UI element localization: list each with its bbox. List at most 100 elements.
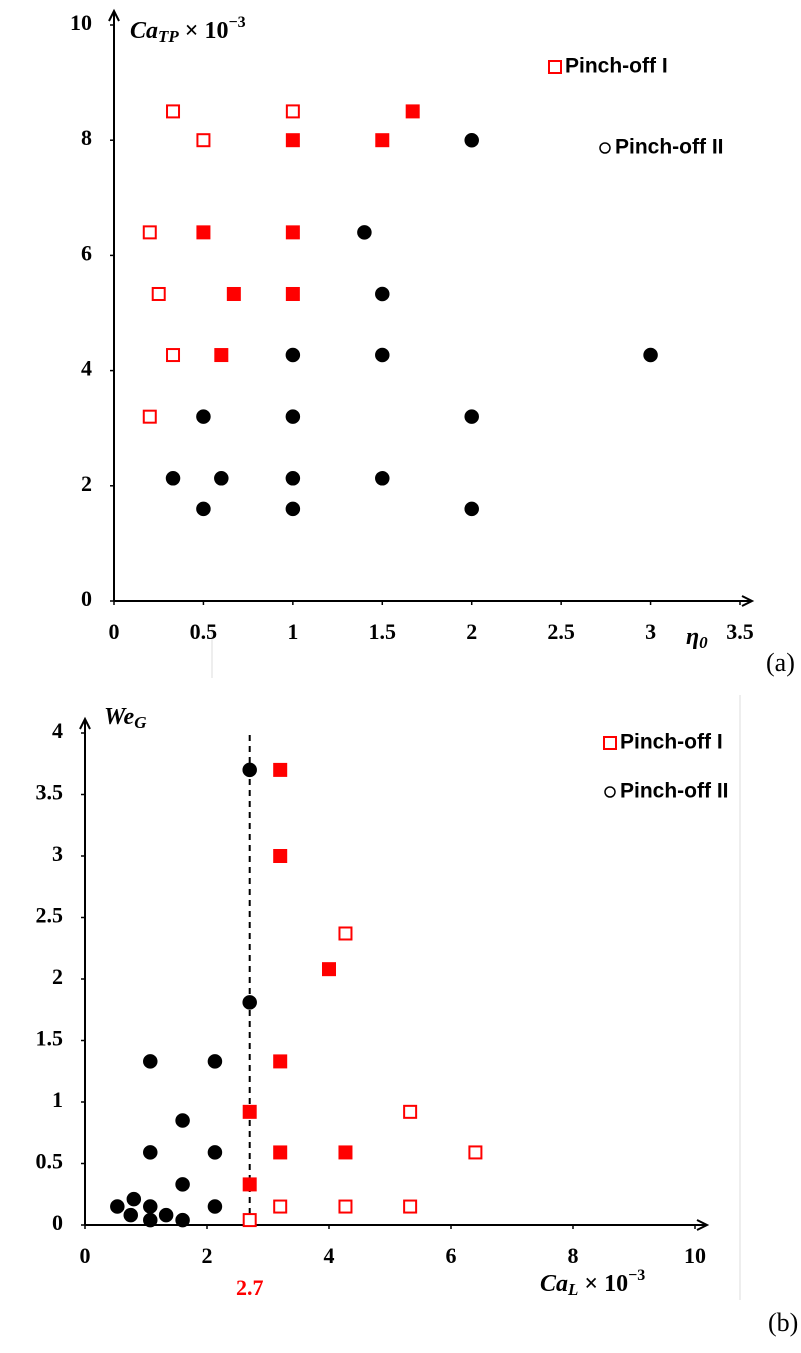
axis-label: η0 <box>686 624 708 652</box>
x-tick-label: 3 <box>645 619 656 644</box>
data-point <box>214 471 229 486</box>
axis-label-main: Ca <box>540 1271 568 1297</box>
y-tick-label: 0.5 <box>36 1149 64 1174</box>
data-point <box>357 225 372 240</box>
x-axis-arrow <box>696 1219 710 1231</box>
y-tick-label: 3 <box>52 841 63 866</box>
y-tick-label: 0 <box>81 586 92 611</box>
legend-marker <box>603 736 617 750</box>
x-tick-label: 6 <box>446 1243 457 1268</box>
legend-label: Pinch-off I <box>620 731 723 754</box>
data-point <box>166 104 181 119</box>
panel-label: (b) <box>768 1308 798 1337</box>
x-axis-arrow <box>741 595 755 607</box>
data-point <box>285 501 301 517</box>
data-point <box>207 1145 223 1160</box>
y-tick-label: 2 <box>81 471 92 496</box>
data-point <box>242 995 257 1010</box>
legend-label: Pinch-off I <box>565 55 668 78</box>
data-point <box>273 849 288 863</box>
axis-label-times: × 10 <box>185 18 229 44</box>
data-point <box>338 1199 353 1214</box>
axis-label: CaL × 10−3 <box>540 1267 645 1299</box>
axis-label-sub: L <box>567 1280 578 1299</box>
data-point <box>273 762 288 777</box>
x-tick-label: 10 <box>684 1243 706 1268</box>
x-tick-label: 1 <box>287 619 298 644</box>
data-point <box>142 409 157 424</box>
panel-label: (a) <box>766 648 795 677</box>
data-point <box>151 286 166 301</box>
data-point <box>285 471 301 486</box>
y-axis-arrow <box>108 8 120 22</box>
data-point <box>242 1213 257 1228</box>
y-tick-label: 1 <box>52 1087 63 1112</box>
data-point <box>468 1145 483 1160</box>
y-tick-label: 0 <box>52 1210 63 1235</box>
axis-label-main: Ca <box>130 18 158 44</box>
data-point <box>273 1145 288 1160</box>
data-point <box>175 1177 190 1192</box>
x-tick-label: 1.5 <box>369 619 397 644</box>
legend-marker <box>599 142 611 154</box>
data-point <box>196 133 211 148</box>
data-point <box>175 1212 190 1228</box>
x-tick-label: 3.5 <box>726 619 754 644</box>
y-tick-label: 2.5 <box>36 903 64 928</box>
data-point <box>207 1054 223 1069</box>
y-tick-label: 3.5 <box>36 780 64 805</box>
y-tick-label: 4 <box>81 356 92 381</box>
y-axis-arrow <box>79 716 91 730</box>
y-tick-label: 8 <box>81 125 92 150</box>
reference-label: 2.7 <box>236 1275 264 1300</box>
data-point <box>166 348 181 363</box>
data-point <box>273 1199 288 1214</box>
data-point <box>143 1212 158 1228</box>
data-point <box>143 1054 158 1069</box>
data-point <box>196 225 211 240</box>
data-point <box>273 1054 288 1069</box>
legend-label: Pinch-off II <box>620 780 729 803</box>
x-tick-label: 4 <box>324 1243 335 1268</box>
axis-label-sup: −3 <box>228 14 245 31</box>
legend-label: Pinch-off II <box>615 136 724 159</box>
axis-label: WeG <box>104 704 147 732</box>
data-point <box>285 133 300 148</box>
data-point <box>375 286 390 302</box>
x-tick-label: 8 <box>568 1243 579 1268</box>
axis-label-sub: G <box>134 713 147 732</box>
data-point <box>143 1199 158 1214</box>
data-point <box>142 225 157 240</box>
data-point <box>464 501 479 517</box>
axis-label-sub: 0 <box>699 633 708 652</box>
data-point <box>375 347 390 363</box>
x-tick-label: 2 <box>466 619 477 644</box>
data-point <box>196 409 211 424</box>
x-tick-label: 2.5 <box>547 619 575 644</box>
data-point <box>403 1104 418 1119</box>
y-tick-label: 6 <box>81 240 92 265</box>
data-point <box>110 1199 125 1214</box>
axis-label-sub: TP <box>158 27 179 46</box>
x-tick-label: 0 <box>109 619 120 644</box>
legend-marker <box>604 786 616 798</box>
data-point <box>643 347 658 363</box>
data-point <box>242 1104 257 1119</box>
y-tick-label: 10 <box>70 10 92 35</box>
data-point <box>196 501 211 517</box>
data-point <box>126 1191 142 1207</box>
data-point <box>403 1199 418 1214</box>
data-point <box>165 471 181 486</box>
axis-label-main: We <box>104 704 135 730</box>
y-tick-label: 2 <box>52 964 63 989</box>
data-point <box>242 1177 257 1192</box>
data-point <box>338 1145 353 1160</box>
data-point <box>464 132 479 148</box>
data-point <box>322 962 336 977</box>
data-point <box>464 409 479 424</box>
data-point <box>207 1199 223 1214</box>
data-point <box>375 471 390 486</box>
y-tick-label: 1.5 <box>36 1026 64 1051</box>
